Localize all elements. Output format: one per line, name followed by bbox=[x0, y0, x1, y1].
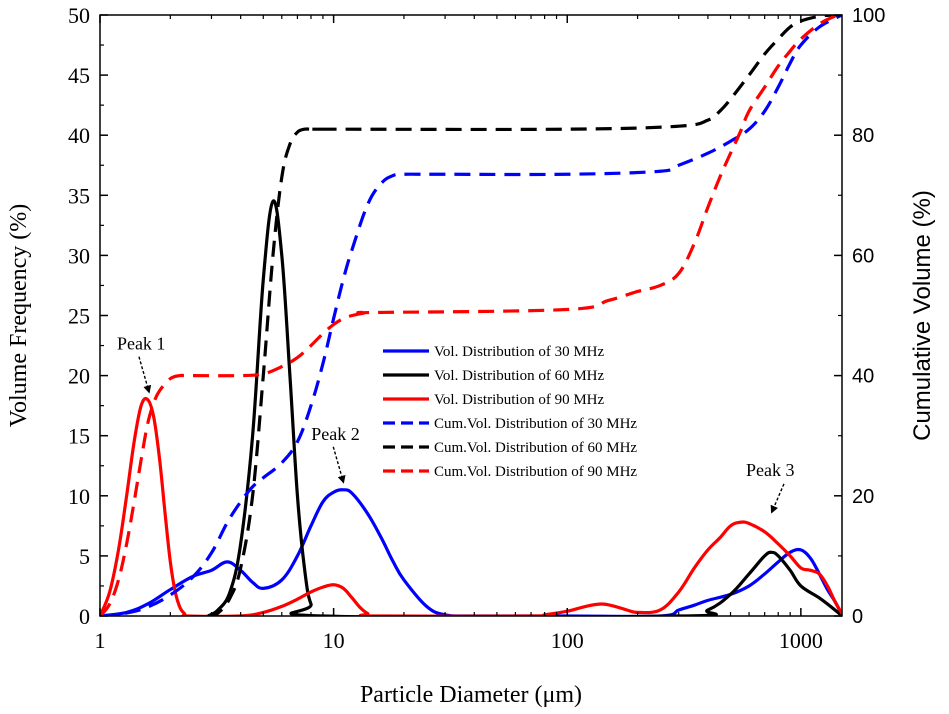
legend-label: Cum.Vol. Distribution of 60 MHz bbox=[434, 440, 637, 456]
legend-label: Vol. Distribution of 30 MHz bbox=[434, 344, 604, 360]
y-tick-label: 25 bbox=[68, 304, 90, 329]
y2-axis-title: Cumulative Volume (%) bbox=[909, 190, 936, 441]
series-line-vol-distribution-of-30-mhz bbox=[100, 488, 842, 616]
annotations: Peak 1 Peak 2 Peak 3 bbox=[117, 334, 795, 514]
y-tick-label: 50 bbox=[68, 3, 90, 28]
legend: Vol. Distribution of 30 MHz Vol. Distribu… bbox=[383, 344, 637, 480]
series-group bbox=[100, 15, 842, 616]
legend-label: Vol. Distribution of 90 MHz bbox=[434, 392, 604, 408]
y-axis-title: Volume Frequency (%) bbox=[6, 204, 32, 428]
series-line-cum-vol-distribution-of-60-mhz bbox=[207, 15, 842, 616]
y-tick-label: 15 bbox=[68, 424, 90, 449]
axis-ticks: 1 10 100 1000 0 5 10 15 20 25 30 35 40 45 50 0 20 40 60 80 1… bbox=[68, 3, 885, 653]
y-tick-label: 40 bbox=[68, 123, 90, 148]
y-tick-label: 35 bbox=[68, 183, 90, 208]
annotation-arrow bbox=[138, 356, 152, 394]
y-tick-label: 10 bbox=[68, 484, 90, 509]
y-tick-label: 5 bbox=[79, 544, 90, 569]
x-tick-label: 1 bbox=[95, 628, 106, 653]
y2-tick-label: 80 bbox=[852, 125, 874, 147]
annotation-arrow bbox=[770, 483, 785, 514]
y2-tick-label: 60 bbox=[852, 245, 874, 267]
y2-tick-label: 20 bbox=[852, 486, 874, 508]
x-axis-title: Particle Diameter (μm) bbox=[360, 682, 582, 708]
legend-label: Cum.Vol. Distribution of 90 MHz bbox=[434, 464, 637, 480]
legend-label: Cum.Vol. Distribution of 30 MHz bbox=[434, 416, 637, 432]
annotation-label: Peak 1 bbox=[117, 334, 165, 354]
annotation-arrow bbox=[332, 446, 346, 484]
series-line-vol-distribution-of-60-mhz bbox=[207, 199, 842, 616]
x-tick-label: 1000 bbox=[779, 628, 823, 653]
y2-tick-label: 100 bbox=[852, 5, 885, 27]
x-tick-label: 10 bbox=[323, 628, 345, 653]
y-tick-label: 20 bbox=[68, 364, 90, 389]
y2-tick-label: 40 bbox=[852, 366, 874, 388]
legend-label: Vol. Distribution of 60 MHz bbox=[434, 368, 604, 384]
x-tick-label: 100 bbox=[551, 628, 584, 653]
y-tick-label: 30 bbox=[68, 243, 90, 268]
y2-tick-label: 0 bbox=[852, 606, 863, 628]
y-tick-label: 45 bbox=[68, 63, 90, 88]
y-tick-label: 0 bbox=[79, 604, 90, 629]
annotation-label: Peak 3 bbox=[746, 460, 795, 480]
annotation-label: Peak 2 bbox=[311, 424, 360, 444]
series-line-cum-vol-distribution-of-90-mhz bbox=[100, 15, 842, 616]
series-line-cum-vol-distribution-of-30-mhz bbox=[100, 15, 842, 616]
